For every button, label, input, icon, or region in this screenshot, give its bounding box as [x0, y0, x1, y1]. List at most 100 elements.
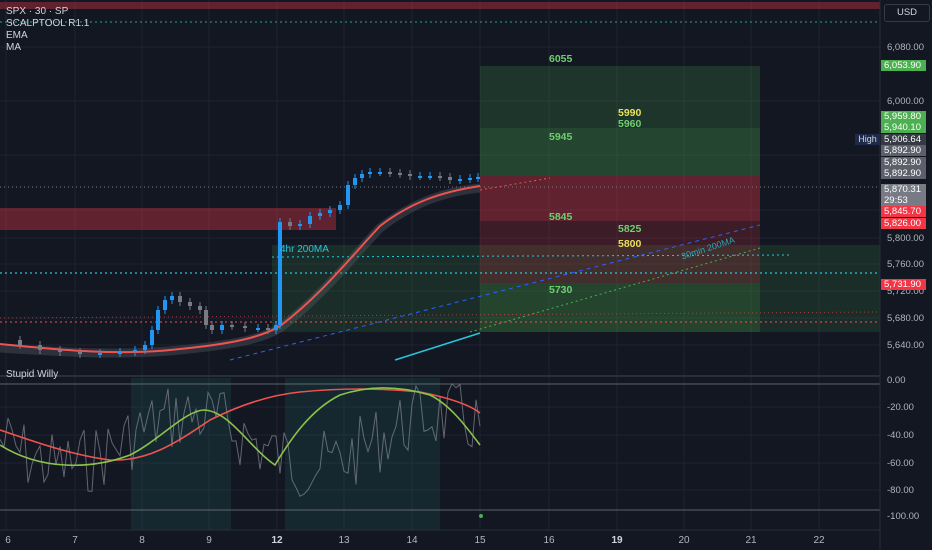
target-zone-lower [480, 283, 760, 332]
candle-body [328, 210, 332, 213]
candle-body [133, 350, 137, 352]
candle-body [38, 345, 42, 350]
currency-button[interactable]: USD [884, 4, 930, 22]
candle-body [318, 213, 322, 216]
candle-body [353, 178, 357, 185]
candle-body [398, 173, 402, 175]
x-tick: 21 [745, 535, 757, 546]
x-tick: 19 [611, 535, 623, 546]
countdown-tag: 29:53 [881, 195, 926, 206]
stop-zone-upper [480, 176, 760, 221]
indicator-ma[interactable]: MA [6, 42, 21, 53]
ma4hr-label: 4hr 200MA [280, 244, 329, 255]
level-5730: 5730 [549, 284, 573, 296]
candle-body [308, 216, 312, 224]
price-tag: 5,892.90 [881, 145, 926, 156]
candle-body [418, 176, 422, 178]
left-supply-zone [0, 208, 336, 230]
candle-body [170, 296, 174, 300]
candle-body [143, 345, 147, 350]
red-dotted-diagonal [0, 311, 881, 319]
candle-body [210, 325, 214, 330]
candle-body [360, 174, 364, 178]
candlestick-series [18, 168, 480, 358]
candle-body [58, 350, 62, 352]
price-tag: 5,731.90 [881, 279, 926, 290]
x-tick: 8 [139, 535, 145, 546]
target-zone-mid [480, 128, 760, 176]
osc-zone-1 [131, 378, 231, 530]
target-zone-upper [480, 66, 760, 128]
osc-tick: 0.00 [887, 375, 906, 386]
level-5800: 5800 [618, 238, 642, 250]
level-5990: 5990 [618, 107, 642, 119]
x-tick: 6 [5, 535, 11, 546]
x-tick: 9 [206, 535, 212, 546]
top-resistance-band [0, 2, 880, 9]
candle-body [476, 177, 480, 179]
x-tick: 12 [271, 535, 283, 546]
candle-body [338, 205, 342, 210]
ema-projection [479, 177, 551, 191]
candle-body [408, 174, 412, 176]
price-tag: 5,959.80 [881, 111, 926, 122]
candle-body [220, 325, 224, 330]
candle-body [378, 172, 382, 174]
candle-body [198, 306, 202, 310]
x-tick: 14 [406, 535, 418, 546]
indicator-ema[interactable]: EMA [6, 30, 28, 41]
candle-body [428, 176, 432, 178]
x-tick: 20 [678, 535, 690, 546]
osc-tick: -40.00 [887, 430, 914, 441]
candle-body [278, 222, 282, 325]
price-tag: 5,826.00 [881, 218, 926, 229]
osc-pane-title[interactable]: Stupid Willy [6, 369, 59, 380]
candle-body [458, 179, 462, 181]
y-tick: 6,000.00 [887, 96, 924, 107]
price-tag: 5,940.10 [881, 122, 926, 133]
candle-body [346, 185, 350, 205]
osc-tick: -100.00 [887, 511, 920, 522]
candle-body [243, 326, 247, 328]
candle-body [150, 330, 154, 345]
demand-zone [272, 245, 880, 332]
osc-raw-line [0, 382, 481, 497]
osc-tick: -60.00 [887, 458, 914, 469]
osc-tick: -20.00 [887, 402, 914, 413]
osc-fast-line [0, 387, 481, 467]
candle-body [468, 178, 472, 180]
trend-line-green [469, 247, 761, 333]
indicator-scalptool[interactable]: SCALPTOOL R1.1 [6, 18, 90, 29]
trend-line-blue [229, 224, 761, 361]
y-tick: 5,640.00 [887, 340, 924, 351]
ma30min-line [394, 332, 481, 361]
x-tick: 22 [813, 535, 825, 546]
high-label: High [855, 134, 880, 145]
osc-tick: -80.00 [887, 485, 914, 496]
candle-body [163, 300, 167, 310]
candle-body [204, 310, 208, 325]
y-tick: 6,080.00 [887, 42, 924, 53]
y-tick: 5,720.00 [887, 286, 924, 297]
level-5945: 5945 [549, 131, 573, 143]
candle-body [18, 340, 22, 345]
y-tick: 5,760.00 [887, 259, 924, 270]
candle-body [178, 296, 182, 302]
price-tag: 5,845.70 [881, 206, 926, 217]
y-tick: 5,680.00 [887, 313, 924, 324]
candle-body [438, 176, 442, 178]
price-tag-high: 5,906.64 [881, 134, 926, 145]
candle-body [288, 222, 292, 226]
candle-body [98, 353, 102, 355]
y-tick: 5,800.00 [887, 233, 924, 244]
x-tick: 15 [474, 535, 486, 546]
last-price-tag: 5,870.31 [881, 184, 926, 195]
candle-body [298, 224, 302, 226]
x-tick: 16 [543, 535, 555, 546]
candle-body [448, 177, 452, 180]
level-5960: 5960 [618, 118, 642, 130]
candle-body [78, 352, 82, 354]
symbol-title[interactable]: SPX · 30 · SP [6, 6, 69, 17]
